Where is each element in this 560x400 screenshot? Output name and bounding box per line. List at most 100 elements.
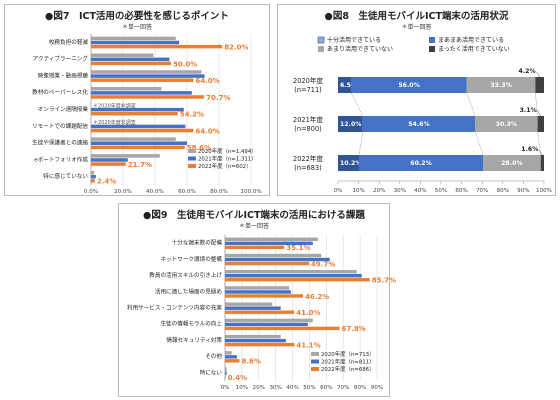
category-label: 教員の活用スキルの引き上げ	[149, 271, 222, 279]
bar-current	[225, 359, 240, 363]
bar-prev2	[225, 270, 357, 274]
legend-swatch	[429, 46, 435, 52]
category-label: 2020年度	[293, 76, 323, 85]
figure-8-title: ●図8 生徒用モバイルICT端末の活用状況	[324, 11, 509, 22]
figure-7-subtitle: ＊単一回答	[121, 24, 152, 31]
bar-current	[225, 278, 370, 282]
bar-current	[91, 145, 185, 150]
connector-line	[351, 92, 363, 117]
legend-label: 2020年度（n=713）	[321, 350, 375, 358]
leader-line	[536, 71, 540, 78]
bar-prev	[225, 306, 281, 310]
connector-line	[358, 131, 363, 156]
figure-9-panel: ●図9 生徒用モバイルICT端末の活用における課題 ＊単一回答 0% 10% 20%…	[118, 203, 396, 397]
legend-label: 2022年度（n=686）	[321, 365, 375, 373]
connector-line	[474, 131, 484, 156]
data-label: 70.7%	[206, 94, 230, 102]
bar-prev2	[225, 253, 322, 258]
stacked-segment	[338, 155, 360, 171]
x-tick-label: 80%	[497, 188, 509, 194]
legend-swatch	[188, 149, 196, 153]
data-label: 54.2%	[180, 111, 204, 119]
x-tick-label: 10%	[236, 385, 248, 391]
category-label: 校務負担の軽減	[49, 38, 89, 46]
bar-current	[91, 111, 178, 116]
x-tick-label: 0%	[221, 385, 230, 391]
category-label: 特にない	[200, 368, 223, 376]
bar-prev	[91, 141, 187, 145]
x-tick-label: 10%	[352, 188, 364, 194]
bar-prev	[91, 40, 179, 45]
bar-prev2	[225, 334, 281, 339]
legend-label: 2020年度（n=1,494）	[198, 147, 257, 155]
bar-current	[91, 44, 223, 49]
leader-line	[539, 149, 543, 156]
x-tick-label: 40.0%	[146, 189, 164, 195]
bar-prev	[91, 158, 128, 162]
bar-prev2	[225, 351, 232, 355]
x-tick-label: 30%	[394, 188, 406, 194]
bar-prev2	[225, 318, 313, 323]
x-tick-label: 20%	[253, 385, 265, 391]
bar-prev2	[91, 70, 202, 74]
stacked-segment	[535, 77, 544, 93]
category-label: 生徒や保護者との連絡	[32, 139, 88, 147]
figure-9-title: ●図9 生徒用モバイルICT端末の活用における課題	[143, 210, 365, 221]
stacked-segment	[359, 155, 484, 171]
stacked-segment	[475, 116, 538, 132]
x-tick-label: 40%	[414, 188, 426, 194]
bar-current	[225, 375, 226, 379]
annotation-label: ＊2020年度非調査	[93, 119, 136, 126]
legend-label: まあまあ活用できている	[438, 36, 504, 44]
data-label: 46.2%	[305, 293, 329, 301]
x-tick-label: 30%	[269, 385, 281, 391]
category-label: 利用サービス・コンテンツ内容の充実	[127, 304, 223, 312]
legend-swatch	[188, 164, 196, 168]
category-label: リモートでの課題配信	[32, 122, 88, 130]
figure-7-chart: 0.0% 20.0% 40.0% 60.0% 80.0% 100.0% 校務負担の軽減 82.…	[32, 34, 262, 195]
x-tick-label: 0%	[334, 188, 343, 194]
category-label: その他	[205, 352, 222, 360]
bar-current	[91, 179, 95, 183]
segment-label: 3.1%	[520, 107, 537, 114]
bar-prev2	[91, 36, 176, 41]
stacked-segment	[466, 77, 536, 93]
data-label: 64.0%	[195, 77, 219, 85]
category-label: 生徒の情報モラルの向上	[160, 320, 222, 328]
legend-label: 2021年度（n=811）	[321, 358, 375, 366]
stacked-segment	[537, 116, 544, 132]
figure-7-panel: ●図7 ICT活用の必要性を感じるポイント ＊単一回答 0.0% 20.0% 40.…	[4, 4, 270, 196]
bar-current	[91, 95, 205, 99]
segment-label: 10.2%	[340, 160, 361, 167]
segment-label: 4.2%	[519, 68, 536, 75]
data-label: 8.6%	[242, 358, 261, 366]
leader-line	[537, 110, 542, 117]
stacked-segment	[540, 155, 544, 171]
bar-prev	[225, 241, 313, 245]
figure-7-title: ●図7 ICT活用の必要性を感じるポイント	[45, 11, 229, 22]
bar-prev	[225, 274, 362, 278]
bar-prev2	[225, 237, 318, 241]
bar-prev	[91, 91, 192, 95]
bar-prev	[91, 124, 186, 129]
bar-prev2	[225, 367, 227, 371]
x-tick-label: 60%	[320, 385, 332, 391]
bar-current	[91, 128, 194, 133]
x-tick-label: 50%	[435, 188, 447, 194]
segment-label: 33.3%	[490, 82, 511, 89]
bar-prev	[91, 175, 96, 179]
category-label: eポートフォリオ作成	[34, 155, 88, 163]
bar-prev2	[91, 53, 154, 57]
bar-prev	[91, 74, 205, 78]
bar-prev	[91, 107, 184, 112]
connector-line	[535, 92, 538, 117]
category-label: 2021年度	[293, 115, 323, 124]
x-tick-label: 70%	[476, 188, 488, 194]
legend-swatch	[318, 46, 324, 52]
bar-current	[225, 245, 285, 249]
annotation-label: ＊2020年度非調査	[93, 102, 136, 109]
data-label: 35.1%	[286, 244, 310, 252]
bar-prev	[225, 355, 237, 359]
bar-prev	[225, 371, 227, 375]
